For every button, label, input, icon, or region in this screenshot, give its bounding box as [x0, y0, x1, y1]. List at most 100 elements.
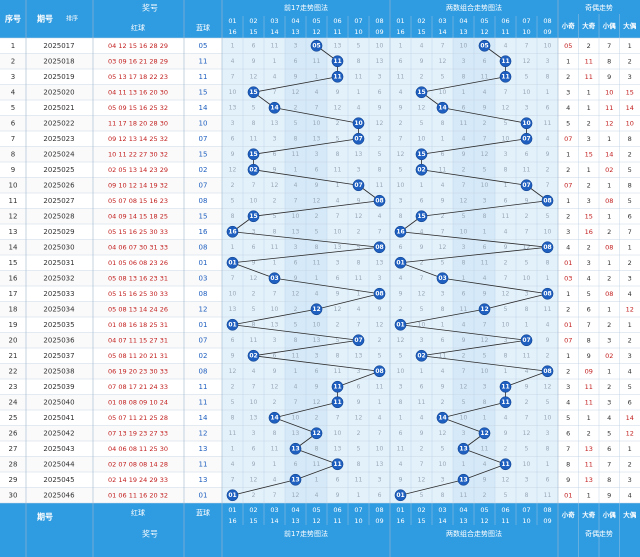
row-blue-ball: 15 [199, 88, 208, 96]
row-red-balls: 02 14 19 24 29 33 [108, 476, 168, 484]
miss-count: 12 [376, 321, 384, 328]
parity-cell: 5 [566, 119, 570, 127]
header-col-top: 04 [459, 17, 467, 25]
miss-count: 8 [336, 352, 340, 359]
row-index: 27 [9, 445, 18, 453]
row-blue-ball: 11 [199, 460, 208, 468]
miss-count: 7 [378, 228, 382, 235]
parity-cell: 08 [605, 290, 613, 298]
parity-cell: 2 [566, 73, 570, 81]
miss-count: 5 [252, 104, 256, 111]
parity-cell: 6 [628, 398, 632, 406]
miss-count: 8 [294, 135, 298, 142]
miss-count: 6 [273, 352, 277, 359]
miss-count: 2 [336, 321, 340, 328]
footer-col-top: 06 [501, 506, 509, 514]
parity-cell: 7 [607, 460, 611, 468]
miss-count: 1 [294, 368, 298, 375]
miss-count: 11 [460, 120, 468, 127]
header-col-top: 07 [354, 17, 362, 25]
miss-count: 8 [336, 151, 340, 158]
miss-count: 9 [420, 430, 424, 437]
trend1-line [253, 169, 359, 186]
miss-count: 6 [462, 104, 466, 111]
miss-count: 9 [252, 58, 256, 65]
miss-count: 10 [439, 461, 447, 468]
miss-count: 1 [399, 414, 403, 421]
header-prize: 奖号 [142, 3, 158, 13]
miss-count: 10 [460, 228, 468, 235]
row-blue-ball: 01 [199, 491, 208, 499]
miss-count: 2 [525, 399, 529, 406]
row-bg-left [0, 100, 222, 116]
row-issue: 2025025 [43, 166, 74, 174]
miss-count: 5 [336, 337, 340, 344]
miss-count: 9 [504, 244, 508, 251]
row-blue-ball: 02 [199, 166, 208, 174]
miss-count: 4 [504, 228, 508, 235]
miss-count: 12 [418, 104, 426, 111]
miss-count: 11 [271, 42, 279, 49]
trend2-ball-label: 07 [522, 135, 530, 142]
header-col-top: 05 [480, 17, 488, 25]
row-index: 14 [9, 243, 18, 251]
miss-count: 3 [252, 228, 256, 235]
parity-cell: 3 [587, 135, 591, 143]
miss-count: 3 [525, 290, 529, 297]
miss-count: 3 [483, 383, 487, 390]
header-col-bottom: 10 [354, 28, 362, 36]
trend2-line [400, 324, 527, 341]
miss-count: 3 [315, 151, 319, 158]
trend1-line [253, 76, 338, 93]
trend2-ball-label: 15 [417, 213, 425, 220]
miss-count: 5 [378, 151, 382, 158]
row-index: 4 [11, 88, 16, 96]
miss-count: 9 [399, 290, 403, 297]
header-col-bottom: 13 [291, 28, 299, 36]
parity-cell: 5 [566, 414, 570, 422]
miss-count: 12 [271, 383, 279, 390]
parity-cell: 1 [607, 305, 611, 313]
row-red-balls: 05 09 15 16 25 32 [108, 104, 168, 112]
parity-cell: 7 [607, 42, 611, 50]
miss-count: 12 [250, 476, 258, 483]
miss-count: 8 [357, 58, 361, 65]
miss-count: 3 [441, 290, 445, 297]
parity-cell: 1 [566, 290, 570, 298]
row-index: 5 [11, 104, 15, 112]
trend2-ball [394, 489, 407, 502]
miss-count: 2 [231, 182, 235, 189]
footer-col-top: 03 [438, 506, 446, 514]
trend1-line [295, 448, 338, 465]
row-red-balls: 01 05 06 08 23 26 [108, 259, 168, 267]
miss-count: 12 [439, 244, 447, 251]
footer-col-top: 01 [396, 506, 404, 514]
trend2-ball-label: 08 [543, 197, 551, 204]
miss-count: 8 [399, 399, 403, 406]
miss-count: 6 [378, 492, 382, 499]
parity-cell: 2 [587, 119, 591, 127]
row-issue: 2025046 [43, 491, 75, 499]
miss-count: 9 [252, 259, 256, 266]
header-red: 红球 [131, 23, 145, 32]
row-bg-left [0, 69, 222, 85]
parity-cell: 2 [607, 383, 611, 391]
miss-count: 9 [420, 58, 424, 65]
trend1-ball-label: 11 [333, 73, 341, 80]
miss-count: 6 [483, 244, 487, 251]
miss-count: 9 [483, 476, 487, 483]
trend1-ball [352, 132, 365, 145]
miss-count: 12 [313, 399, 321, 406]
parity-cell: 8 [628, 135, 632, 143]
trend1-ball-label: 08 [375, 244, 383, 251]
miss-count: 1 [336, 182, 340, 189]
trend1-line [232, 479, 296, 496]
miss-count: 11 [418, 399, 426, 406]
miss-count: 11 [481, 445, 489, 452]
row-red-balls: 04 07 11 15 27 31 [108, 336, 168, 344]
row-issue: 2025043 [43, 445, 74, 453]
miss-count: 4 [420, 414, 424, 421]
miss-count: 6 [504, 197, 508, 204]
trend2-ball [394, 256, 407, 269]
miss-count: 11 [355, 476, 363, 483]
